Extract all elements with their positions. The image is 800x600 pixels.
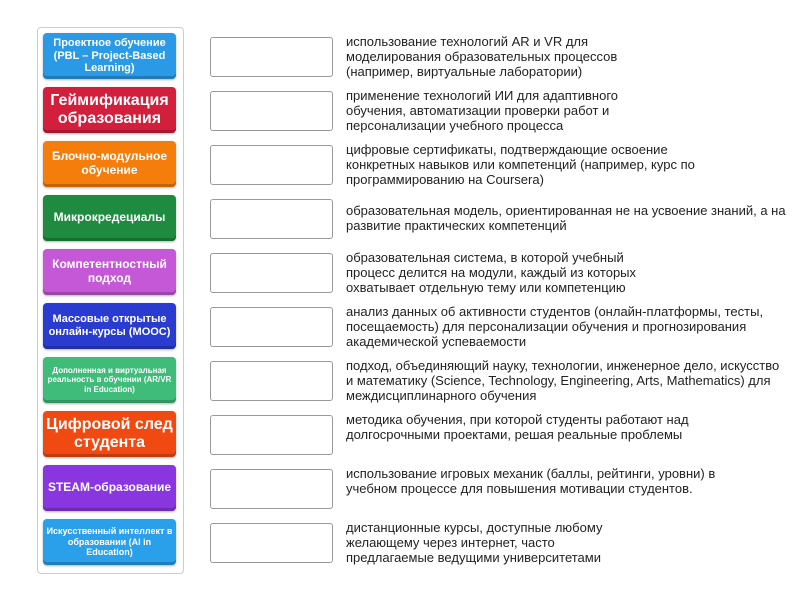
drop-slot[interactable]: [210, 307, 333, 347]
description-text: подход, объединяющий науку, технологии, …: [346, 357, 780, 403]
description-text: цифровые сертификаты, подтверждающие осв…: [346, 141, 695, 187]
description-text: дистанционные курсы, доступные любому же…: [346, 519, 603, 565]
draggable-tile[interactable]: Проектное обучение (PBL – Project-Based …: [43, 33, 176, 79]
drop-slot[interactable]: [210, 37, 333, 77]
drop-slot[interactable]: [210, 523, 333, 563]
draggable-tile[interactable]: Компетентностный подход: [43, 249, 176, 295]
drop-slot[interactable]: [210, 199, 333, 239]
description-text: образовательная система, в которой учебн…: [346, 249, 637, 295]
draggable-tile[interactable]: Массовые открытые онлайн-курсы (MOOC): [43, 303, 176, 349]
description-text: применение технологий ИИ для адаптивного…: [346, 87, 619, 133]
description-text: использование технологий AR и VR для мод…: [346, 33, 618, 79]
drop-slot[interactable]: [210, 145, 333, 185]
drop-slot[interactable]: [210, 253, 333, 293]
draggable-tile[interactable]: Микрокредециалы: [43, 195, 176, 241]
draggable-tile[interactable]: Геймификация образования: [43, 87, 176, 133]
description-text: методика обучения, при которой студенты …: [346, 411, 689, 442]
description-text: анализ данных об активности студентов (о…: [346, 303, 764, 349]
drop-slot[interactable]: [210, 361, 333, 401]
draggable-tile[interactable]: Искусственный интеллект в образовании (A…: [43, 519, 176, 565]
draggable-tile[interactable]: Блочно-модульное обучение: [43, 141, 176, 187]
drop-slot[interactable]: [210, 91, 333, 131]
description-text: использование игровых механик (баллы, ре…: [346, 465, 716, 496]
draggable-tile[interactable]: Цифровой след студента: [43, 411, 176, 457]
description-text: образовательная модель, ориентированная …: [346, 203, 786, 233]
drop-slot[interactable]: [210, 415, 333, 455]
drop-slot[interactable]: [210, 469, 333, 509]
draggable-tile[interactable]: Дополненная и виртуальная реальность в о…: [43, 357, 176, 403]
draggable-tile[interactable]: STEAM-образование: [43, 465, 176, 511]
